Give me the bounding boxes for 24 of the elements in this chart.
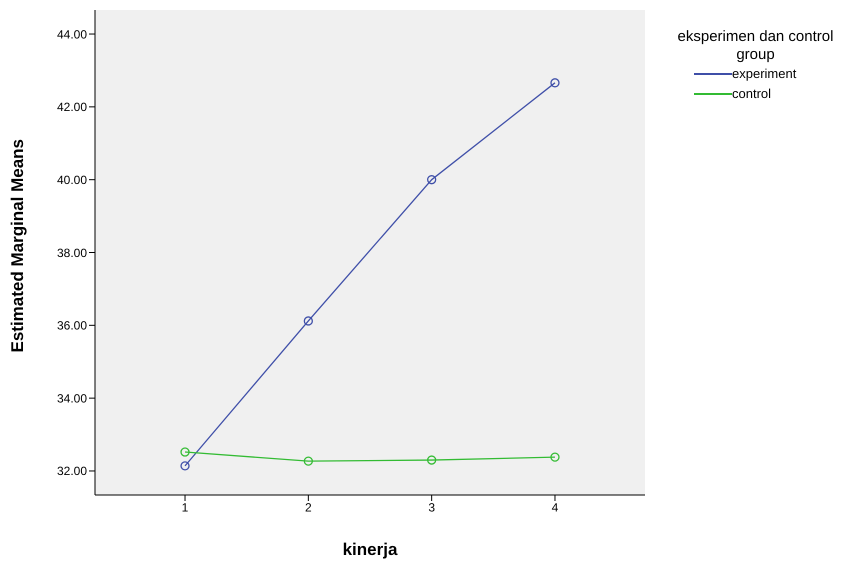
x-tick-label: 4 [552, 500, 559, 515]
legend-title: eksperimen dan control group [676, 28, 834, 64]
point [427, 175, 436, 184]
y-tick-label: 38.00 [56, 246, 88, 260]
point [550, 452, 560, 462]
x-tick-label: 1 [182, 500, 189, 515]
point [180, 461, 190, 471]
y-tick-label: 36.00 [56, 318, 88, 333]
point [427, 455, 436, 465]
point [180, 447, 190, 457]
y-tick-label: 44.00 [56, 27, 88, 42]
legend-label: experiment [732, 65, 796, 83]
x-axis-title: kinerja [342, 540, 398, 559]
y-tick-label: 42.00 [56, 100, 88, 114]
point [550, 78, 560, 88]
point [304, 456, 313, 466]
point [304, 316, 313, 326]
x-tick-label: 3 [428, 500, 436, 515]
y-tick-label: 32.00 [56, 464, 88, 478]
y-tick-label: 40.00 [56, 172, 88, 187]
y-axis-title: Estimated Marginal Means [8, 138, 28, 352]
x-tick-label: 2 [304, 500, 312, 515]
y-tick-label: 34.00 [56, 391, 88, 406]
legend-label: control [732, 85, 772, 103]
